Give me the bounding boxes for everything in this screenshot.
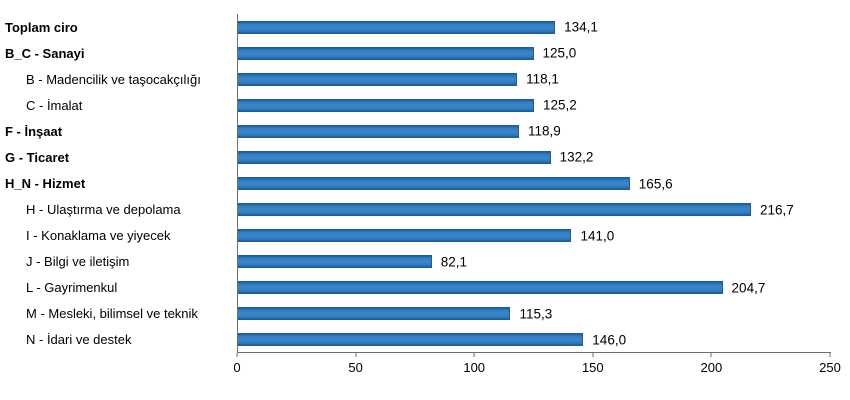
value-label: 216,7 (760, 202, 794, 218)
value-label: 146,0 (592, 332, 627, 348)
bar-track: 125,2 (237, 97, 830, 113)
value-label: 141,0 (580, 228, 615, 244)
bar (237, 333, 584, 347)
bar (237, 20, 556, 34)
x-axis-tick-mark (473, 353, 475, 357)
category-label: J - Bilgi ve iletişim (26, 254, 130, 270)
bar (237, 124, 520, 138)
x-axis-tick-mark (710, 353, 712, 357)
chart-rows: Toplam ciro 134,1 B_C - Sanayi 125,0 B - Mad… (0, 14, 850, 353)
bar-track: 125,0 (237, 45, 830, 61)
chart-row: J - Bilgi ve iletişim 82,1 (0, 249, 850, 275)
value-label: 134,1 (564, 19, 598, 35)
category-label: Toplam ciro (5, 19, 78, 35)
category-label: H - Ulaştırma ve depolama (26, 202, 181, 218)
bar-track: 82,1 (237, 254, 830, 270)
bar (237, 98, 534, 112)
x-axis-tick-label: 50 (348, 360, 363, 375)
chart-row: F - İnşaat 118,9 (0, 118, 850, 144)
chart-row: C - İmalat 125,2 (0, 92, 850, 118)
value-label: 204,7 (731, 280, 766, 296)
bar (237, 281, 723, 295)
x-axis-tick-mark (236, 353, 238, 357)
value-label: 125,0 (542, 45, 577, 61)
x-axis-line (237, 352, 831, 353)
x-axis-tick-label: 0 (233, 360, 241, 375)
chart-row: G - Ticaret 132,2 (0, 144, 850, 170)
category-label: M - Mesleki, bilimsel ve teknik (26, 306, 198, 322)
chart-row: H - Ulaştırma ve depolama 216,7 (0, 197, 850, 223)
chart-row: B - Madencilik ve taşocakçılığı 118,1 (0, 66, 850, 92)
category-label: B - Madencilik ve taşocakçılığı (26, 71, 201, 87)
x-axis-tick-label: 250 (819, 360, 841, 375)
category-label: C - İmalat (26, 97, 83, 113)
chart-row: Toplam ciro 134,1 (0, 14, 850, 40)
category-label: I - Konaklama ve yiyecek (26, 228, 171, 244)
bar (237, 229, 572, 243)
bar-track: 141,0 (237, 228, 830, 244)
chart-row: M - Mesleki, bilimsel ve teknik 115,3 (0, 301, 850, 327)
category-label: G - Ticaret (5, 149, 70, 165)
x-axis-tick-mark (355, 353, 357, 357)
bar (237, 72, 518, 86)
bar-track: 165,6 (237, 176, 830, 191)
chart-row: I - Konaklama ve yiyecek 141,0 (0, 223, 850, 249)
y-axis-line (237, 14, 238, 353)
x-axis-tick-mark (829, 353, 831, 357)
value-label: 165,6 (638, 176, 673, 191)
bar-track: 115,3 (237, 306, 830, 322)
value-label: 125,2 (542, 97, 577, 113)
bar (237, 203, 751, 217)
bar-track: 146,0 (237, 332, 830, 348)
bar-track: 204,7 (237, 280, 830, 296)
category-label: N - İdari ve destek (26, 332, 132, 348)
bar-track: 132,2 (237, 149, 830, 165)
category-label: B_C - Sanayi (5, 45, 85, 61)
bar-track: 118,1 (237, 71, 830, 87)
value-label: 118,1 (526, 71, 559, 87)
x-axis-tick-label: 150 (581, 360, 604, 375)
chart-row: H_N - Hizmet 165,6 (0, 170, 850, 196)
value-label: 118,9 (528, 123, 561, 139)
value-label: 132,2 (559, 149, 594, 165)
x-axis-tick-mark (592, 353, 594, 357)
chart-row: B_C - Sanayi 125,0 (0, 40, 850, 66)
bar (237, 46, 534, 60)
bar (237, 255, 432, 269)
category-label: F - İnşaat (5, 123, 63, 139)
x-axis-ticks: 0 50 100 150 200 250 (233, 352, 841, 382)
bar (237, 307, 511, 321)
bar (237, 177, 630, 190)
bar-track: 118,9 (237, 123, 830, 139)
category-label: H_N - Hizmet (5, 176, 86, 191)
x-axis-tick-label: 200 (700, 360, 723, 375)
bar-track: 216,7 (237, 202, 830, 218)
bar (237, 150, 551, 164)
x-axis-tick-label: 100 (463, 360, 486, 375)
category-label: L - Gayrimenkul (26, 280, 118, 296)
chart-row: N - İdari ve destek 146,0 (0, 327, 850, 353)
bar-track: 134,1 (237, 19, 830, 35)
value-label: 115,3 (519, 306, 553, 322)
value-label: 82,1 (440, 254, 468, 270)
chart-row: L - Gayrimenkul 204,7 (0, 275, 850, 301)
